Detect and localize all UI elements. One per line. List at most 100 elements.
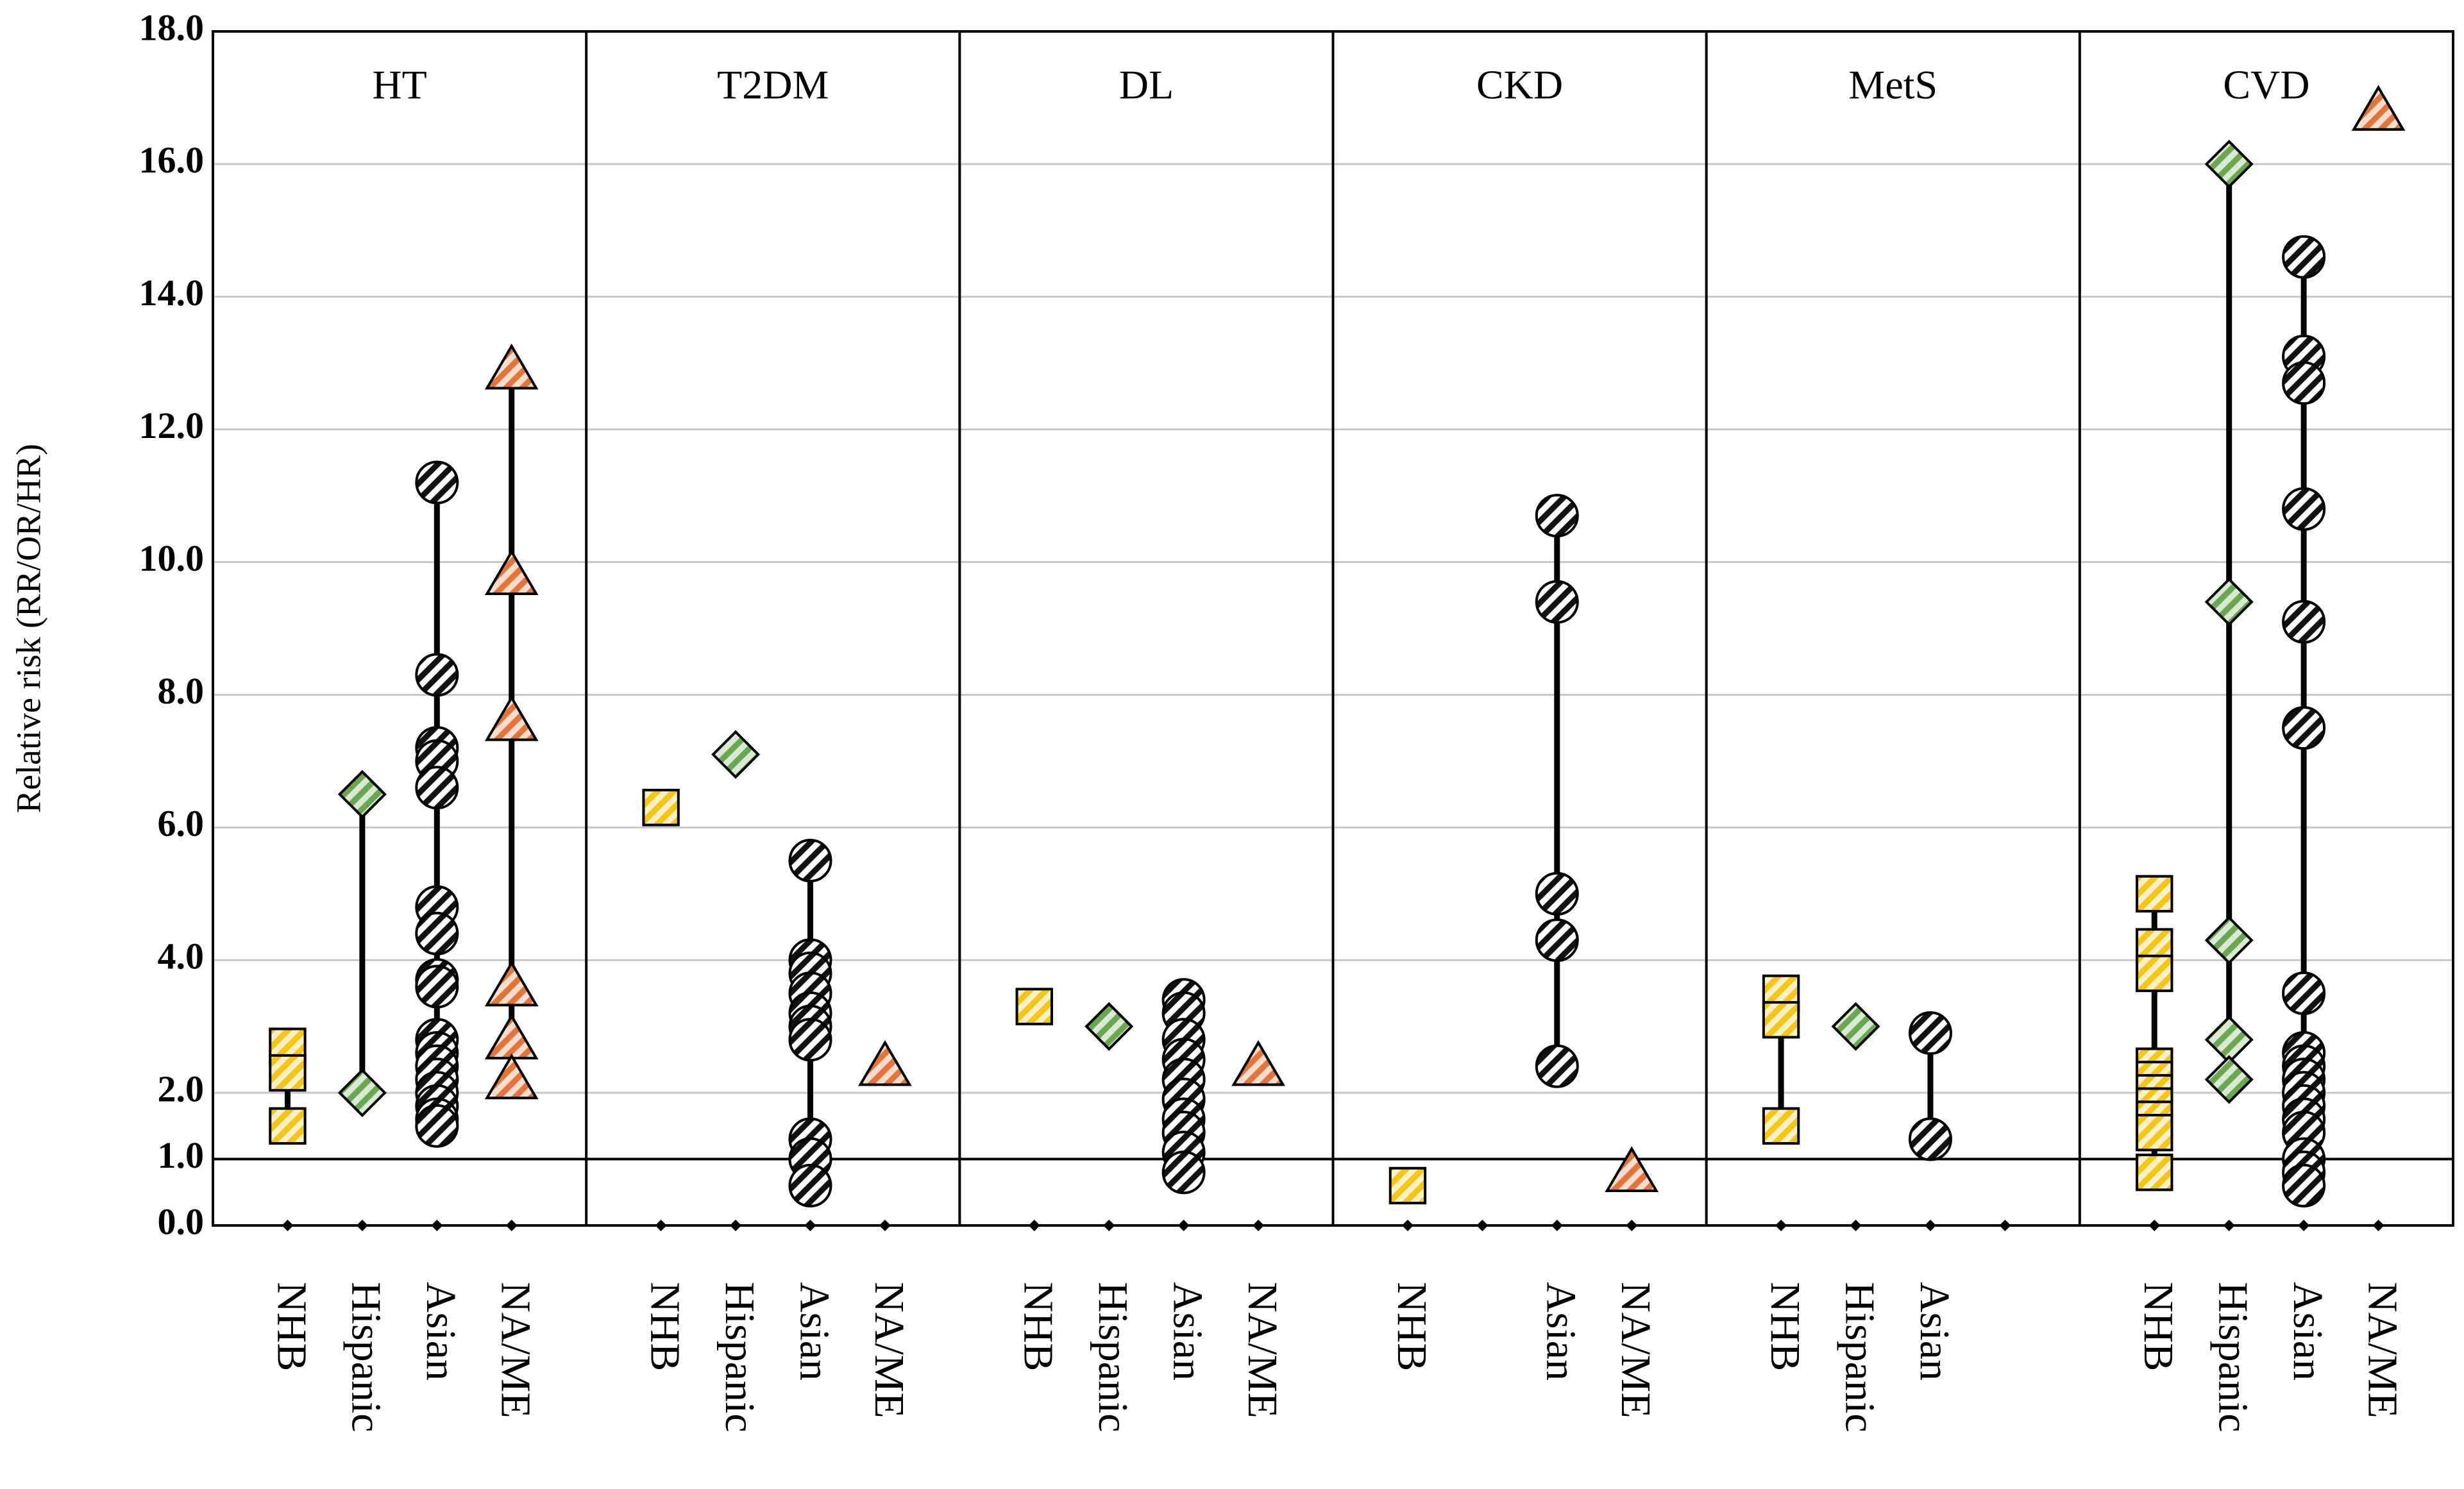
marker-shape	[642, 789, 680, 827]
marker-shape	[2282, 706, 2326, 750]
x-tick-label: Asian	[2284, 1282, 2331, 1381]
marker-shape	[2282, 971, 2326, 1015]
marker	[1084, 1002, 1134, 1051]
marker-shape	[484, 1053, 539, 1100]
x-tick-label: NHB	[1015, 1282, 1062, 1371]
marker-shape	[1831, 1002, 1880, 1051]
x-tick-label: NHB	[1388, 1282, 1435, 1371]
marker	[2204, 139, 2254, 189]
marker	[1831, 1002, 1880, 1051]
x-tick-label: Asian	[1911, 1282, 1958, 1381]
marker	[2204, 1015, 2254, 1064]
marker-shape	[2282, 487, 2326, 531]
x-tick-label: Hispanic	[1090, 1282, 1136, 1433]
y-tick-label: 8.0	[158, 670, 205, 712]
marker-shape	[1605, 1146, 1659, 1193]
marker	[858, 1039, 912, 1086]
x-tick-label: Hispanic	[343, 1282, 390, 1433]
marker	[269, 1107, 307, 1145]
marker	[337, 1068, 387, 1118]
x-tick-label: NA/ME	[1612, 1282, 1659, 1418]
marker	[711, 730, 761, 779]
x-tick-label: Hispanic	[1836, 1282, 1883, 1433]
panel-title: T2DM	[717, 62, 829, 108]
marker-shape	[1388, 1166, 1427, 1205]
panel-title: HT	[372, 62, 426, 108]
panel-title: MetS	[1848, 62, 1937, 108]
marker-shape	[2204, 916, 2254, 965]
marker	[1605, 1146, 1659, 1193]
y-tick-label: 18.0	[139, 6, 205, 48]
marker	[1908, 1117, 1952, 1161]
y-tick-label: 0.0	[158, 1200, 205, 1242]
plot-frame	[212, 30, 2454, 1227]
marker	[2282, 361, 2326, 405]
marker	[415, 460, 459, 505]
marker	[2282, 1163, 2326, 1207]
marker	[337, 770, 387, 819]
marker-shape	[1015, 988, 1053, 1025]
panel-title: CKD	[1476, 62, 1563, 108]
marker	[1161, 1150, 1206, 1195]
marker	[642, 789, 680, 827]
marker-shape	[484, 343, 539, 390]
marker-shape	[1084, 1002, 1134, 1051]
marker-shape	[2351, 85, 2406, 131]
marker	[269, 1054, 307, 1092]
marker-shape	[1535, 871, 1579, 916]
panel-title: DL	[1119, 62, 1174, 108]
marker	[415, 766, 459, 810]
x-tick-label: Asian	[1538, 1282, 1585, 1381]
marker	[484, 1013, 539, 1060]
marker	[2282, 235, 2326, 279]
y-tick-label: 12.0	[139, 405, 205, 446]
x-tick-label: Hispanic	[716, 1282, 763, 1433]
marker	[1535, 580, 1579, 624]
marker	[415, 911, 459, 955]
marker-shape	[2282, 361, 2326, 405]
marker-shape	[2136, 1154, 2173, 1191]
y-tick-label: 4.0	[158, 936, 205, 977]
y-tick-label: 1.0	[158, 1134, 205, 1176]
marker-shape	[1535, 580, 1579, 624]
marker-shape	[2282, 235, 2326, 279]
panel-title: CVD	[2223, 62, 2309, 108]
x-tick-label: NA/ME	[2359, 1282, 2406, 1418]
x-tick-label: NHB	[268, 1282, 315, 1371]
marker-shape	[415, 766, 459, 810]
marker	[2136, 1113, 2173, 1152]
marker-shape	[2136, 954, 2173, 993]
marker-shape	[788, 1018, 832, 1062]
marker	[788, 839, 832, 883]
marker	[1535, 871, 1579, 916]
marker-shape	[2282, 1163, 2326, 1207]
marker	[484, 549, 539, 596]
marker-shape	[415, 911, 459, 955]
x-tick-label: NA/ME	[866, 1282, 913, 1418]
marker-shape	[415, 964, 459, 1009]
marker-shape	[484, 1013, 539, 1060]
x-tick-label: Asian	[1164, 1282, 1211, 1381]
marker-shape	[2136, 875, 2173, 913]
marker	[1535, 1044, 1579, 1088]
marker-shape	[415, 1104, 459, 1148]
marker	[484, 695, 539, 741]
marker-shape	[1908, 1011, 1952, 1056]
marker	[2136, 954, 2173, 993]
marker-shape	[484, 960, 539, 1007]
marker	[1908, 1011, 1952, 1056]
marker	[2282, 600, 2326, 644]
x-tick-label: Asian	[791, 1282, 838, 1381]
marker-shape	[1535, 918, 1579, 963]
marker	[2136, 1154, 2173, 1191]
marker-shape	[415, 653, 459, 697]
marker-shape	[1535, 494, 1579, 538]
x-tick-label: NA/ME	[493, 1282, 539, 1418]
y-tick-label: 16.0	[139, 139, 205, 181]
marker	[1535, 918, 1579, 963]
y-axis-label: Relative risk (RR/OR/HR)	[9, 444, 47, 813]
marker	[2204, 1055, 2254, 1104]
marker	[484, 960, 539, 1007]
